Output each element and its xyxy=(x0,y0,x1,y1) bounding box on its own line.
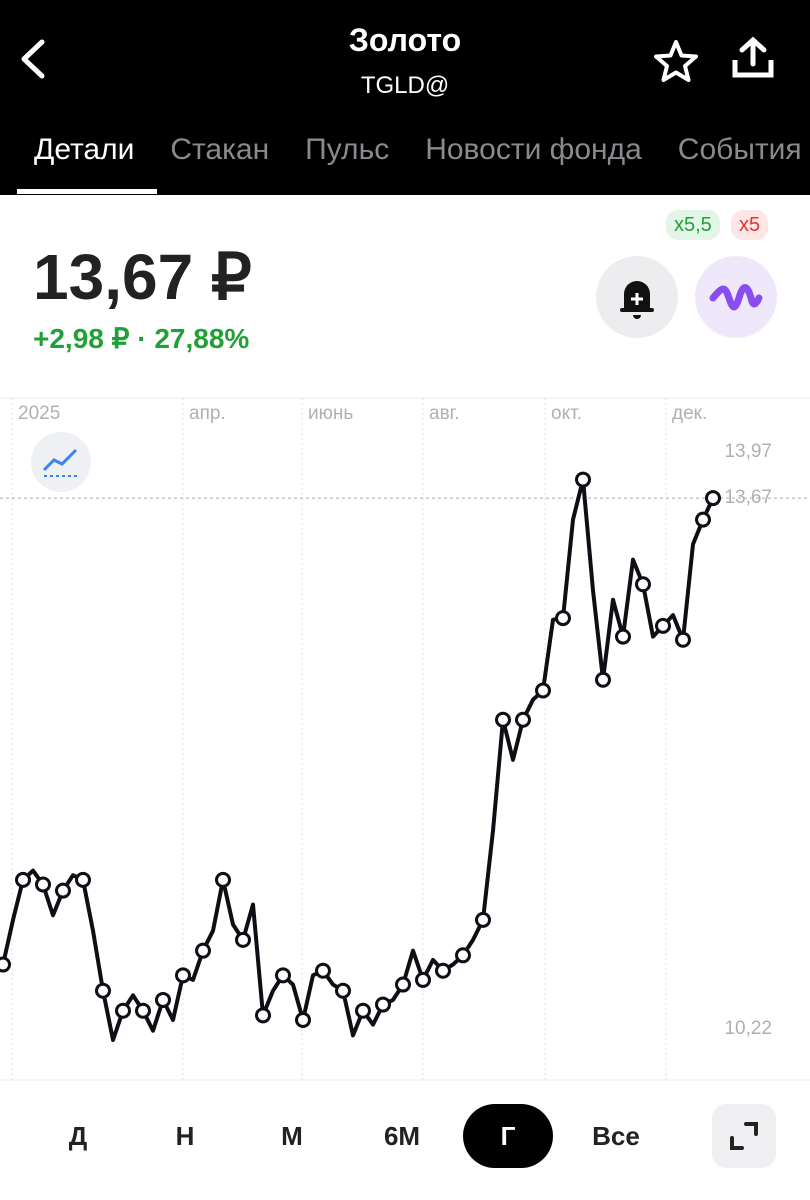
tabs: Детали Стакан Пульс Новости фонда События xyxy=(34,133,810,167)
price-change: +2,98 ₽ · 27,88% xyxy=(33,323,250,354)
data-point xyxy=(495,711,511,728)
data-point xyxy=(615,628,631,645)
data-point xyxy=(515,711,531,728)
data-point xyxy=(215,871,231,888)
data-point xyxy=(0,956,11,973)
tab[interactable]: Пульс xyxy=(305,133,390,166)
data-point xyxy=(335,982,351,999)
tab[interactable]: Детали xyxy=(34,133,135,166)
period-button[interactable]: 6М xyxy=(383,1121,421,1151)
data-point xyxy=(115,1002,131,1019)
data-point xyxy=(155,991,171,1008)
data-point xyxy=(675,631,691,648)
data-point xyxy=(415,971,431,988)
period-button[interactable]: Г xyxy=(463,1104,553,1168)
title: Золото xyxy=(348,22,462,58)
data-point xyxy=(435,962,451,979)
x-tick-label: дек. xyxy=(672,403,707,424)
price: 13,67 ₽ xyxy=(33,241,252,313)
data-point xyxy=(395,976,411,993)
y-tick-label: 13,67 xyxy=(724,487,772,508)
data-point xyxy=(235,931,251,948)
data-point xyxy=(355,1002,371,1019)
tab[interactable]: Новости фонда xyxy=(425,133,642,166)
ticker: TGLD@ xyxy=(360,72,450,99)
y-tick-label: 10,22 xyxy=(724,1018,772,1039)
x-tick-label: авг. xyxy=(429,403,460,424)
x-tick-label: 2025 xyxy=(18,403,60,424)
data-point xyxy=(575,471,591,488)
data-point xyxy=(255,1007,271,1024)
expand-button[interactable] xyxy=(712,1104,776,1168)
indicator-button[interactable] xyxy=(31,432,91,492)
leverage-short: x5 xyxy=(731,210,769,240)
alert-button[interactable] xyxy=(596,256,678,338)
tab[interactable]: Стакан xyxy=(170,133,270,166)
back-button[interactable] xyxy=(18,38,48,80)
data-point xyxy=(315,962,331,979)
favorite-button[interactable] xyxy=(652,38,700,84)
data-point xyxy=(635,576,651,593)
leverage-long: x5,5 xyxy=(666,210,720,240)
period-button[interactable]: Все xyxy=(592,1121,640,1151)
data-point xyxy=(455,947,471,964)
data-point xyxy=(595,671,611,688)
ai-button[interactable] xyxy=(695,256,777,338)
x-tick-label: окт. xyxy=(551,403,582,424)
chart: 2025 апр. июнь авг. окт. дек. 13,97 13,67 10,22 xyxy=(0,397,810,1081)
data-point xyxy=(475,911,491,928)
data-point xyxy=(275,967,291,984)
period-button[interactable]: М xyxy=(281,1121,303,1151)
x-tick-label: июнь xyxy=(308,403,353,424)
y-tick-label: 13,97 xyxy=(724,441,772,462)
data-point xyxy=(55,882,71,899)
data-point xyxy=(375,996,391,1013)
data-point xyxy=(75,871,91,888)
data-point xyxy=(695,511,711,528)
header: Золото TGLD@ Детали Стакан Пульс Новости фо… xyxy=(0,0,810,195)
period-button[interactable]: Н xyxy=(175,1121,195,1151)
data-point xyxy=(15,871,31,888)
data-point xyxy=(705,490,721,507)
price-line xyxy=(1,477,715,1042)
data-point xyxy=(95,982,111,999)
data-point xyxy=(195,942,211,959)
data-point xyxy=(555,610,571,627)
tab-indicator xyxy=(17,189,157,194)
x-tick-label: апр. xyxy=(189,403,226,424)
data-point xyxy=(295,1011,311,1028)
period-button[interactable]: Д xyxy=(68,1121,88,1151)
data-point xyxy=(655,617,671,634)
data-point xyxy=(535,682,551,699)
share-button[interactable] xyxy=(730,36,776,80)
data-point xyxy=(35,876,51,893)
data-point xyxy=(135,1002,151,1019)
data-point xyxy=(175,967,191,984)
tab[interactable]: События xyxy=(677,133,802,166)
